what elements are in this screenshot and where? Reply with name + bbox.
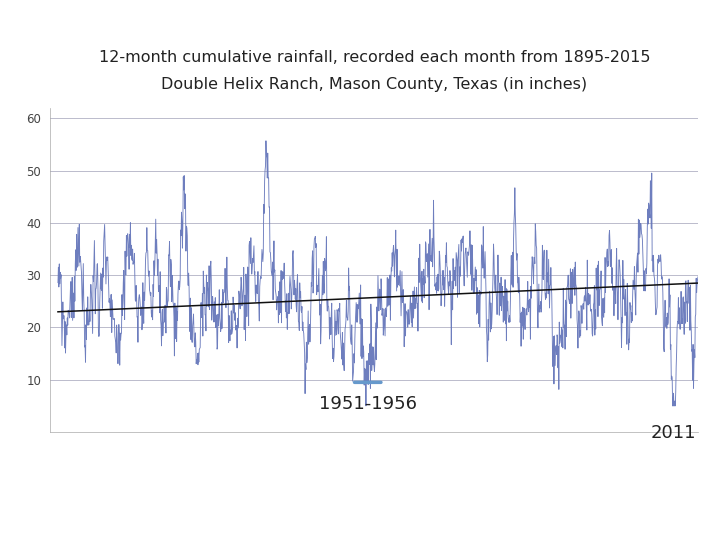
Text: Double Helix Ranch, Mason County, Texas (in inches): Double Helix Ranch, Mason County, Texas … <box>161 77 588 92</box>
Text: 12-month cumulative rainfall, recorded each month from 1895-2015: 12-month cumulative rainfall, recorded e… <box>99 50 650 65</box>
Text: 2011: 2011 <box>650 424 696 442</box>
Text: 1951-1956: 1951-1956 <box>319 395 417 414</box>
